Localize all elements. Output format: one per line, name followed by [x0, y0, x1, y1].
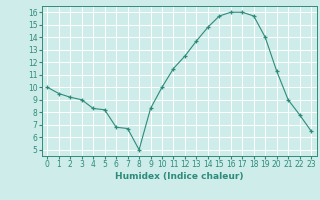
X-axis label: Humidex (Indice chaleur): Humidex (Indice chaleur): [115, 172, 244, 181]
